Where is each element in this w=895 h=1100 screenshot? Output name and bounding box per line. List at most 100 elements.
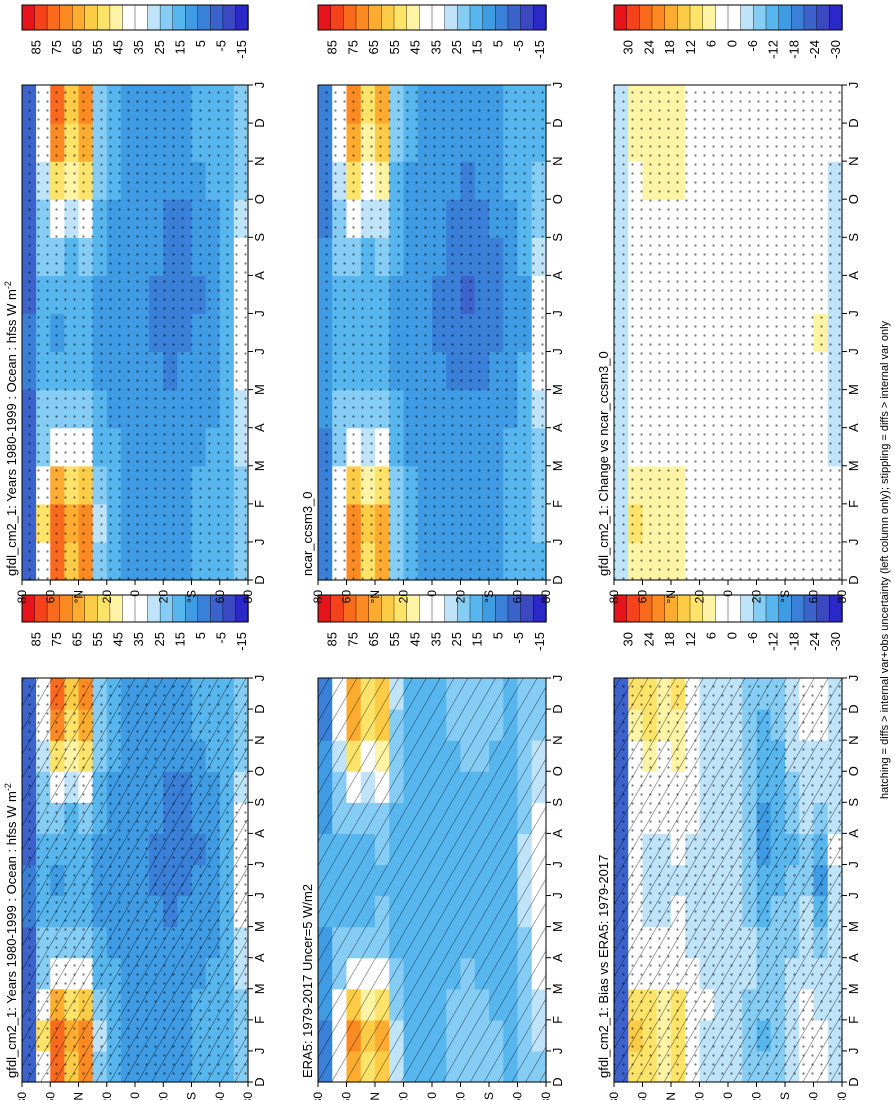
lat-tick-label: °N <box>72 590 86 603</box>
month-tick-label: O <box>846 766 861 776</box>
month-tick-label: M <box>846 384 861 395</box>
colorbar-swatch <box>677 4 691 31</box>
month-tick-label: F <box>550 500 565 508</box>
colorbar-label: 18 <box>662 40 677 54</box>
colorbar-label: -24 <box>807 40 822 59</box>
month-tick-label: M <box>550 921 565 932</box>
colorbar-swatch <box>431 4 446 31</box>
month-tick-label: N <box>846 735 861 744</box>
colorbar-label: 75 <box>49 632 64 646</box>
month-tick-label: A <box>846 423 861 432</box>
colorbar-swatch <box>368 4 383 31</box>
lat-tick-label: °N <box>72 1092 86 1100</box>
colorbar-frame <box>613 594 843 623</box>
month-tick-label: J <box>846 892 861 899</box>
month-tick-label: D <box>252 704 267 713</box>
lat-tick-label: 60 <box>213 1092 227 1100</box>
colorbar-label: 35 <box>428 632 443 646</box>
colorbar-label: -6 <box>745 632 760 644</box>
colorbar-label: 5 <box>490 40 505 47</box>
month-tick-label: J <box>550 861 565 868</box>
colorbar-swatch <box>431 594 446 623</box>
colorbar-label: 35 <box>131 632 146 646</box>
colorbar-label: -15 <box>234 40 249 59</box>
colorbar-label: 25 <box>449 632 464 646</box>
colorbar-swatch <box>343 4 357 31</box>
month-tick-label: J <box>550 539 565 546</box>
stippling-overlay <box>22 85 248 580</box>
lat-tick-label: °N <box>664 590 678 603</box>
colorbar-label: 24 <box>641 40 656 54</box>
colorbar-label: 45 <box>111 632 126 646</box>
month-tick-label: D <box>846 704 861 713</box>
month-tick-label: D <box>252 118 267 127</box>
month-tick-label: A <box>846 829 861 838</box>
lat-tick-label: °S <box>778 1092 792 1100</box>
colorbar-swatch <box>419 4 433 31</box>
month-tick-label: D <box>846 1077 861 1086</box>
colorbar-label: 18 <box>662 632 677 646</box>
colorbar-swatch <box>21 4 36 31</box>
colorbar-swatch <box>664 4 679 31</box>
month-tick-label: O <box>550 194 565 204</box>
month-tick-label: A <box>252 829 267 838</box>
colorbar-swatch <box>134 594 149 623</box>
colorbar-swatch <box>765 4 780 31</box>
colorbar-swatch <box>495 594 509 623</box>
colorbar-swatch <box>235 4 249 31</box>
colorbar-swatch <box>355 4 370 31</box>
month-tick-label: F <box>846 500 861 508</box>
month-tick-label: M <box>550 384 565 395</box>
colorbar-swatch <box>639 4 653 31</box>
month-tick-label: S <box>252 798 267 807</box>
month-tick-label: M <box>846 983 861 994</box>
colorbar-label: 5 <box>193 632 208 639</box>
colorbar-label: 15 <box>470 632 485 646</box>
lat-tick-label: 20 <box>156 590 170 604</box>
month-tick-label: F <box>252 500 267 508</box>
colorbar-swatch <box>702 4 717 31</box>
colorbar-swatch <box>829 4 843 31</box>
colorbar-label: 75 <box>49 40 64 54</box>
month-tick-label: A <box>252 271 267 280</box>
colorbar-label: 0 <box>724 40 739 47</box>
month-tick-label: O <box>846 194 861 204</box>
lat-tick-label: 20 <box>750 1092 764 1100</box>
hatching-overlay <box>318 678 546 1082</box>
colorbar-swatch <box>72 4 86 31</box>
month-tick-label: J <box>846 82 861 89</box>
colorbar-swatch <box>330 4 345 31</box>
colorbar-label: 55 <box>387 40 402 54</box>
lat-tick-label: 0 <box>128 1092 142 1099</box>
colorbar-swatch <box>159 4 174 31</box>
colorbar-swatch <box>727 594 742 623</box>
colorbar-label: 24 <box>641 632 656 646</box>
month-tick-label: D <box>252 575 267 584</box>
lat-tick-label: 60 <box>807 590 821 604</box>
colorbar-swatch <box>457 4 471 31</box>
month-tick-label: J <box>550 310 565 317</box>
colorbar-label: -18 <box>786 40 801 59</box>
lat-tick-label: 80 <box>241 1092 255 1100</box>
colorbar-swatch <box>444 4 459 31</box>
colorbar-label: -5 <box>213 632 228 644</box>
colorbar-label: 30 <box>621 40 636 54</box>
colorbar-swatch <box>147 4 161 31</box>
colorbar-swatch <box>210 4 224 31</box>
month-tick-label: J <box>252 539 267 546</box>
month-tick-label: S <box>846 233 861 242</box>
month-tick-label: D <box>550 118 565 127</box>
lat-tick-label: 20 <box>750 590 764 604</box>
panel-title: gfdl_cm2_1: Change vs ncar_ccsm3_0 <box>596 351 611 576</box>
colorbar-swatch <box>46 4 61 31</box>
colorbar-label: 12 <box>683 40 698 54</box>
colorbar-frame <box>317 4 547 31</box>
lat-tick-label: 80 <box>311 590 325 604</box>
colorbar-label: 65 <box>70 40 85 54</box>
colorbar-label: 30 <box>621 632 636 646</box>
month-tick-label: M <box>252 921 267 932</box>
lat-tick-label: 60 <box>340 1092 354 1100</box>
